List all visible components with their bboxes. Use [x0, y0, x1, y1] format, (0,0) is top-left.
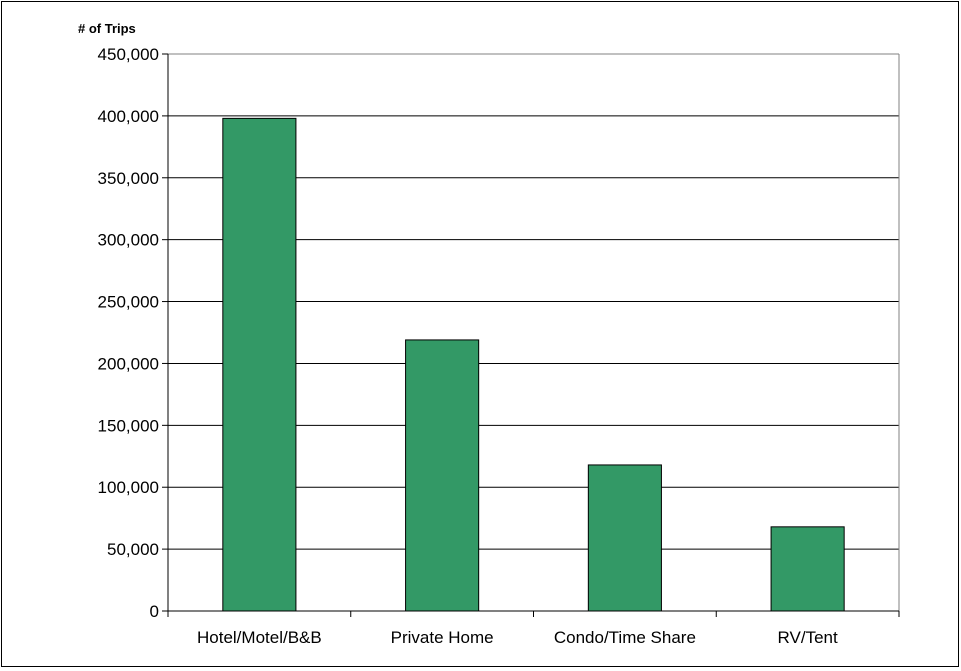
- y-tick-label: 450,000: [98, 45, 159, 64]
- y-tick-label: 350,000: [98, 169, 159, 188]
- axes: [162, 53, 900, 617]
- y-tick-label: 300,000: [98, 231, 159, 250]
- y-tick-labels: 0 50,000 100,000 150,000 200,000 250,000 300,0…: [98, 45, 159, 621]
- bars: [222, 117, 845, 612]
- y-tick-label: 250,000: [98, 293, 159, 312]
- y-tick-label: 400,000: [98, 107, 159, 126]
- bar: [587, 464, 662, 612]
- x-tick-label: Hotel/Motel/B&B: [197, 628, 322, 647]
- y-axis-label: # of Trips: [78, 21, 136, 36]
- x-tick-label: Condo/Time Share: [554, 628, 696, 647]
- y-tick-label: 100,000: [98, 478, 159, 497]
- x-tick-label: RV/Tent: [778, 628, 838, 647]
- x-tick-label: Private Home: [391, 628, 494, 647]
- x-tick-labels: Hotel/Motel/B&B Private Home Condo/Time Sh…: [197, 628, 838, 647]
- y-tick-label: 150,000: [98, 416, 159, 435]
- bar: [405, 339, 480, 612]
- y-tick-label: 200,000: [98, 354, 159, 373]
- y-tick-label: 0: [150, 602, 159, 621]
- bar: [770, 526, 845, 612]
- bar: [222, 117, 297, 612]
- y-tick-label: 50,000: [107, 540, 159, 559]
